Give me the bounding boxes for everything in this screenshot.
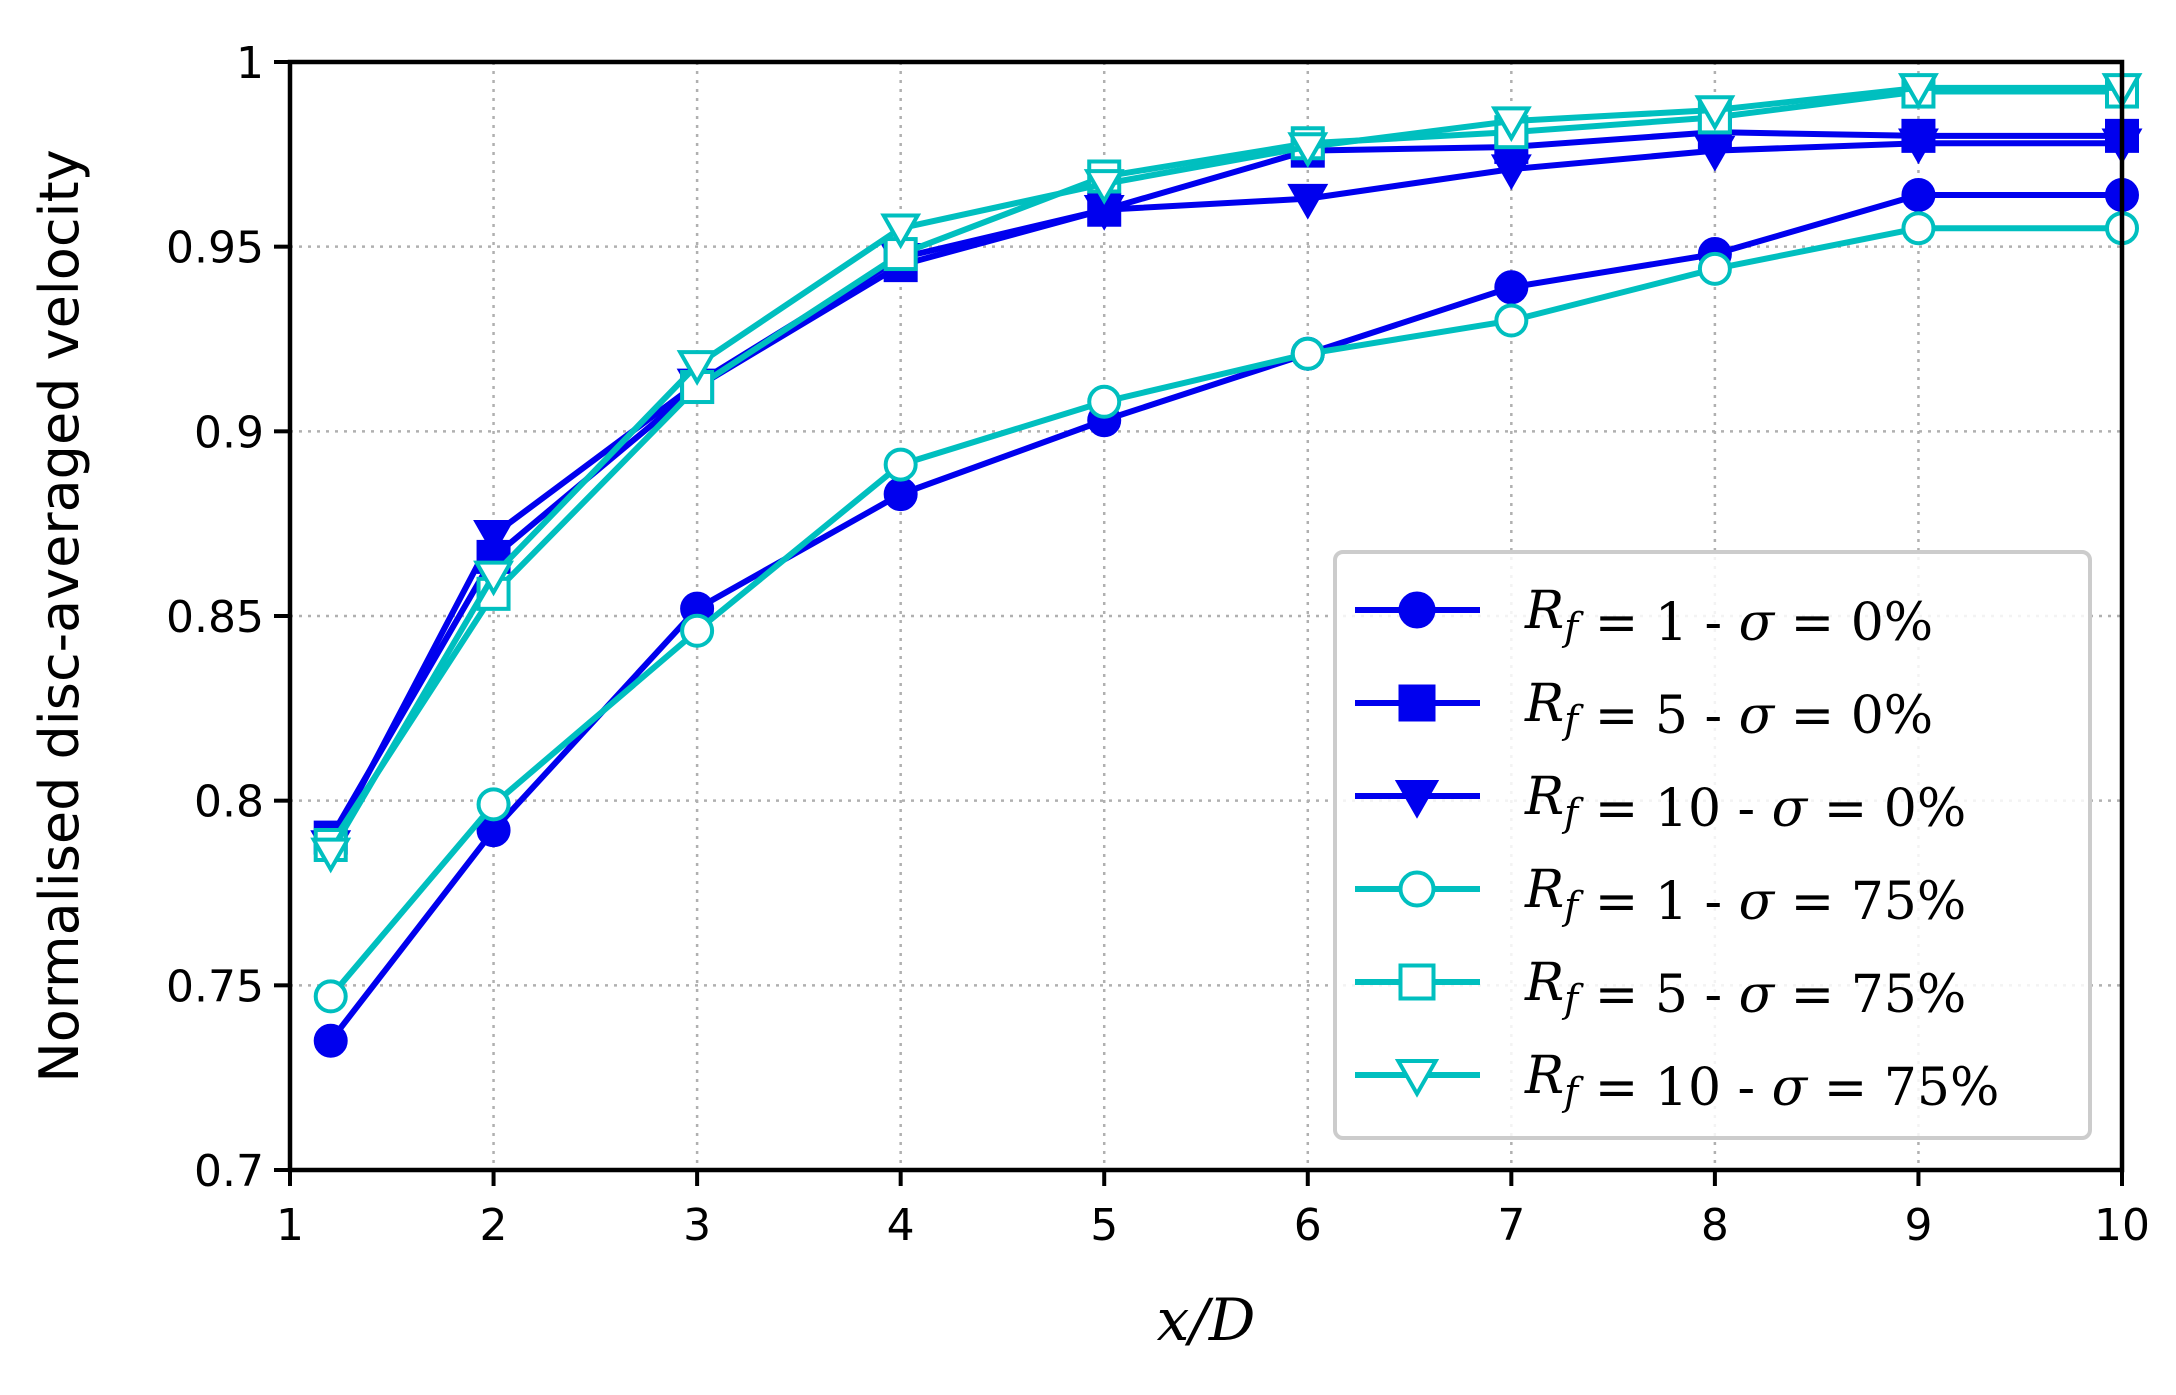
- series-layer: [310, 73, 2143, 1058]
- circle-marker: [1901, 177, 1936, 212]
- circle-marker: [883, 477, 918, 512]
- triangle-down-marker: [473, 519, 515, 556]
- triangle-down-marker: [1490, 154, 1532, 191]
- x-tick-label: 3: [683, 1200, 711, 1251]
- triangle-down-marker: [880, 213, 922, 250]
- x-tick-label: 9: [1904, 1200, 1932, 1251]
- legend-box: [1333, 550, 2092, 1140]
- x-tick-label: 8: [1701, 1200, 1729, 1251]
- y-tick-label: 0.7: [194, 1146, 264, 1197]
- circle-marker: [313, 1023, 348, 1058]
- triangle-down-marker: [1897, 128, 1939, 165]
- x-tick-label: 2: [480, 1200, 508, 1251]
- legend-label: Rf = 10 - σ = 75%: [1524, 1046, 1999, 1118]
- x-tick-label: 7: [1497, 1200, 1525, 1251]
- legend-label: Rf = 10 - σ = 0%: [1524, 767, 1966, 839]
- circle-marker: [680, 613, 715, 648]
- triangle-down-marker: [1083, 169, 1125, 205]
- legend-label: Rf = 1 - σ = 75%: [1524, 860, 1966, 932]
- triangle-down-marker: [676, 350, 718, 386]
- circle-marker: [1901, 211, 1936, 246]
- x-tick-label: 5: [1090, 1200, 1118, 1251]
- triangle-down-marker: [473, 560, 515, 597]
- x-axis-label: x/D: [1157, 1286, 1256, 1354]
- series-4: [313, 211, 2139, 1014]
- triangle-down-marker: [1694, 135, 1736, 172]
- circle-marker: [476, 787, 511, 822]
- legend: Rf = 1 - σ = 0% Rf = 5 - σ = 0% Rf = 10 - …: [1333, 550, 2092, 1140]
- legend-entry: Rf = 1 - σ = 75%: [1355, 860, 1966, 932]
- triangle-down-marker: [1394, 779, 1440, 819]
- ticks: 1 2 3 4 5 6 7 8 9 10 0.7 0.75 0.8 0.85 0.9 0.95 1: [166, 38, 2150, 1251]
- y-tick-label: 0.95: [166, 223, 264, 274]
- circle-marker: [1290, 336, 1325, 371]
- legend-entry: Rf = 10 - σ = 0%: [1355, 767, 1966, 839]
- legend-entry: Rf = 1 - σ = 0%: [1355, 581, 1933, 653]
- y-tick-label: 0.85: [166, 592, 264, 643]
- series-line: [328, 88, 2122, 847]
- triangle-down-marker: [1394, 1058, 1440, 1098]
- y-tick-label: 1: [236, 38, 264, 89]
- series-line: [328, 225, 2122, 999]
- series-line: [328, 84, 2122, 854]
- legend-entry: Rf = 5 - σ = 75%: [1355, 953, 1966, 1025]
- triangle-down-marker: [1287, 132, 1329, 168]
- y-tick-label: 0.9: [194, 407, 264, 458]
- triangle-down-marker: [1490, 106, 1532, 143]
- y-axis-label: Normalised disc-averaged velocity: [28, 149, 91, 1082]
- x-tick-label: 4: [887, 1200, 915, 1251]
- triangle-down-marker: [1897, 73, 1939, 109]
- legend-label: Rf = 5 - σ = 0%: [1524, 674, 1933, 746]
- x-tick-label: 10: [2094, 1200, 2150, 1251]
- circle-marker: [1494, 270, 1529, 305]
- series-line: [328, 140, 2122, 847]
- square-marker: [1398, 963, 1436, 1001]
- circle-marker: [1398, 591, 1436, 629]
- series-6: [310, 73, 2143, 874]
- circle-marker: [1398, 870, 1436, 908]
- circle-marker: [1697, 251, 1732, 286]
- triangle-down-marker: [1694, 95, 1736, 132]
- legend-label: Rf = 1 - σ = 0%: [1524, 581, 1933, 653]
- y-tick-label: 0.75: [166, 961, 264, 1012]
- circle-marker: [883, 447, 918, 482]
- circle-marker: [1087, 384, 1122, 419]
- square-marker: [1398, 684, 1436, 722]
- triangle-down-marker: [1287, 183, 1329, 220]
- legend-label: Rf = 5 - σ = 75%: [1524, 953, 1966, 1025]
- legend-entry: Rf = 5 - σ = 0%: [1355, 674, 1933, 746]
- x-tick-label: 1: [276, 1200, 304, 1251]
- y-tick-label: 0.8: [194, 777, 264, 828]
- circle-marker: [313, 979, 348, 1014]
- triangle-down-marker: [310, 837, 352, 874]
- x-tick-label: 6: [1294, 1200, 1322, 1251]
- legend-entry: Rf = 10 - σ = 75%: [1355, 1046, 1999, 1118]
- circle-marker: [1494, 303, 1529, 338]
